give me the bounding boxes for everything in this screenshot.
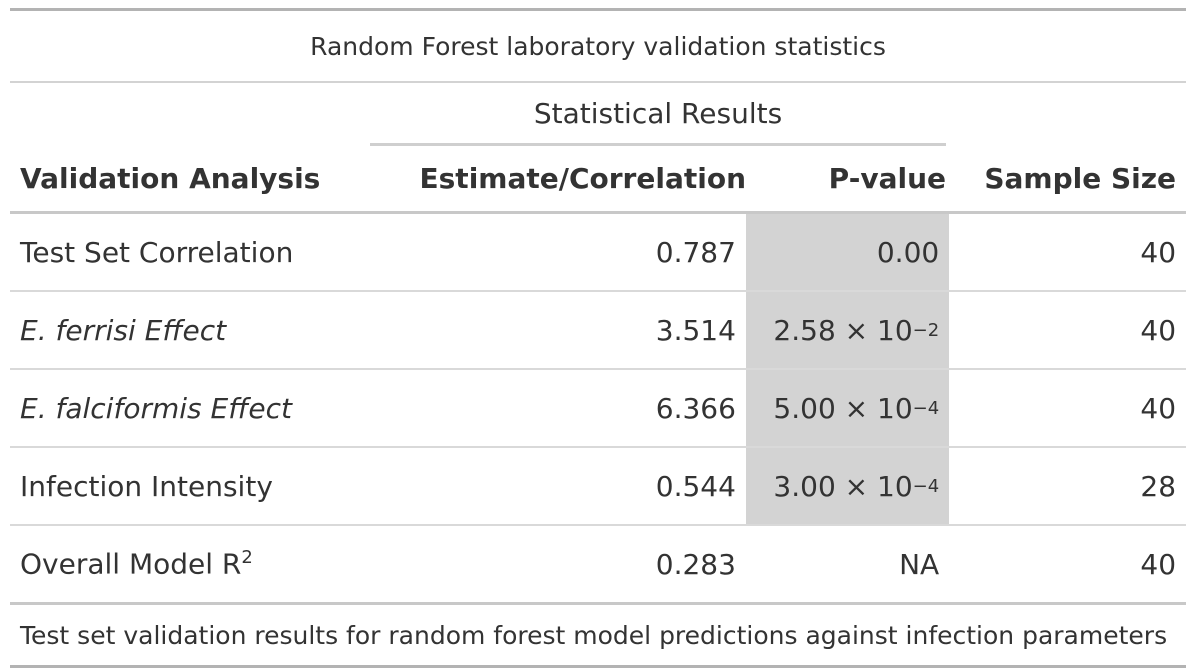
header-sample-size: Sample Size xyxy=(984,161,1176,195)
pvalue-exponent: −4 xyxy=(912,475,940,497)
r-squared-superscript: 2 xyxy=(241,547,253,569)
cell-estimate: 3.514 xyxy=(655,313,736,347)
cell-analysis: Test Set Correlation xyxy=(20,235,294,269)
pvalue-mantissa: 0.00 xyxy=(876,235,940,269)
pvalue-mantissa: 5.00 × 10 xyxy=(773,391,913,425)
spanner-statistical-results: Statistical Results xyxy=(370,83,946,146)
cell-analysis: Infection Intensity xyxy=(20,469,273,503)
analysis-label: Overall Model R xyxy=(20,547,242,581)
table-row: E. falciformis Effect 6.366 5.00 × 10 −4 … xyxy=(10,370,1186,448)
table-caption: Random Forest laboratory validation stat… xyxy=(310,31,886,61)
pvalue-exponent: −4 xyxy=(912,397,940,419)
caption-rule xyxy=(10,81,1186,83)
header-rule xyxy=(10,211,1186,214)
cell-estimate: 0.283 xyxy=(655,547,736,581)
pvalue-mantissa: 3.00 × 10 xyxy=(773,469,913,503)
table-row: Overall Model R2 0.283 NA 40 xyxy=(10,526,1186,602)
cell-sample-size: 40 xyxy=(1140,235,1177,269)
header-estimate: Estimate/Correlation xyxy=(419,161,746,195)
cell-analysis: E. falciformis Effect xyxy=(20,391,293,425)
cell-analysis: E. ferrisi Effect xyxy=(20,313,227,347)
bottom-rule xyxy=(10,665,1186,668)
cell-pvalue: 3.00 × 10 −4 xyxy=(745,448,950,524)
cell-analysis: Overall Model R2 xyxy=(10,547,365,580)
cell-pvalue: NA xyxy=(746,526,949,602)
top-rule xyxy=(10,8,1186,11)
pvalue-mantissa: 2.58 × 10 xyxy=(773,313,913,347)
cell-pvalue: 5.00 × 10 −4 xyxy=(745,370,950,446)
spanner-row: Statistical Results xyxy=(10,83,1186,146)
table-row: Infection Intensity 0.544 3.00 × 10 −4 28 xyxy=(10,448,1186,526)
table-row: E. ferrisi Effect 3.514 2.58 × 10 −2 40 xyxy=(10,292,1186,370)
pvalue-exponent: −2 xyxy=(912,319,940,341)
cell-estimate: 6.366 xyxy=(655,391,736,425)
cell-pvalue: 0.00 xyxy=(745,214,950,290)
header-validation-analysis: Validation Analysis xyxy=(20,161,321,195)
table-row: Test Set Correlation 0.787 0.00 40 xyxy=(10,214,1186,292)
header-pvalue: P-value xyxy=(828,161,946,195)
cell-sample-size: 28 xyxy=(1140,469,1177,503)
cell-estimate: 0.544 xyxy=(655,469,736,503)
cell-sample-size: 40 xyxy=(1140,547,1177,581)
validation-table: Random Forest laboratory validation stat… xyxy=(10,8,1186,668)
cell-sample-size: 40 xyxy=(1140,313,1177,347)
cell-sample-size: 40 xyxy=(1140,391,1177,425)
header-row: Validation Analysis Estimate/Correlation… xyxy=(10,145,1186,211)
cell-estimate: 0.787 xyxy=(655,235,736,269)
cell-pvalue: 2.58 × 10 −2 xyxy=(745,292,950,368)
pvalue-mantissa: NA xyxy=(899,547,940,581)
table-footnote: Test set validation results for random f… xyxy=(10,602,1186,665)
